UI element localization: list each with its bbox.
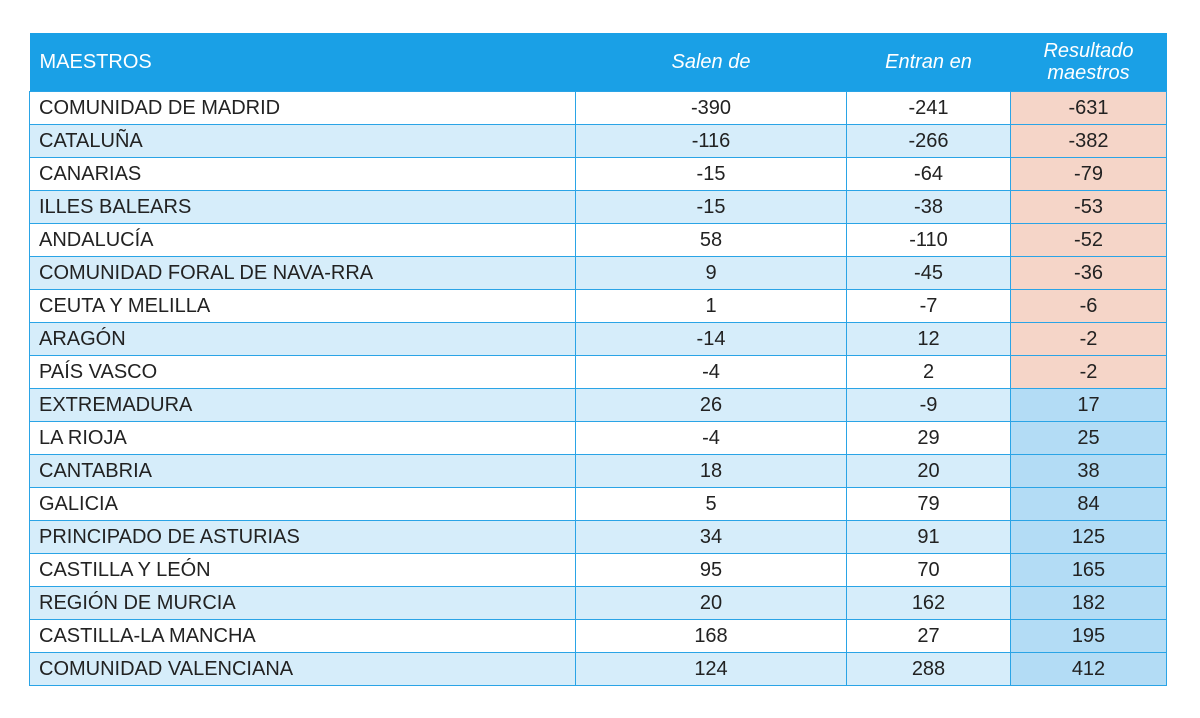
table-row: COMUNIDAD VALENCIANA 124 288 412 — [29, 652, 1167, 686]
entran-en-cell: 162 — [846, 586, 1011, 620]
table-row: ARAGÓN -14 12 -2 — [29, 322, 1167, 356]
table-row: CATALUÑA -116 -266 -382 — [29, 124, 1167, 158]
resultado-cell: 195 — [1010, 619, 1167, 653]
resultado-cell: 412 — [1010, 652, 1167, 686]
resultado-cell: -52 — [1010, 223, 1167, 257]
entran-en-cell: -64 — [846, 157, 1011, 191]
table-row: CASTILLA Y LEÓN 95 70 165 — [29, 553, 1167, 587]
resultado-cell: 17 — [1010, 388, 1167, 422]
salen-de-cell: -116 — [575, 124, 847, 158]
entran-en-cell: -110 — [846, 223, 1011, 257]
table-row: ILLES BALEARS -15 -38 -53 — [29, 190, 1167, 224]
entran-en-cell: 91 — [846, 520, 1011, 554]
resultado-cell: -79 — [1010, 157, 1167, 191]
header-resultado-maestros: Resultado maestros — [1010, 33, 1167, 92]
table-row: LA RIOJA -4 29 25 — [29, 421, 1167, 455]
table-row: PRINCIPADO DE ASTURIAS 34 91 125 — [29, 520, 1167, 554]
region-cell: ILLES BALEARS — [29, 190, 576, 224]
region-cell: ANDALUCÍA — [29, 223, 576, 257]
region-cell: PAÍS VASCO — [29, 355, 576, 389]
region-cell: CANTABRIA — [29, 454, 576, 488]
entran-en-cell: 29 — [846, 421, 1011, 455]
entran-en-cell: -241 — [846, 91, 1011, 125]
resultado-cell: -382 — [1010, 124, 1167, 158]
resultado-cell: 84 — [1010, 487, 1167, 521]
entran-en-cell: -9 — [846, 388, 1011, 422]
region-cell: COMUNIDAD FORAL DE NAVA-RRA — [29, 256, 576, 290]
table-row: COMUNIDAD FORAL DE NAVA-RRA 9 -45 -36 — [29, 256, 1167, 290]
table-row: REGIÓN DE MURCIA 20 162 182 — [29, 586, 1167, 620]
salen-de-cell: 1 — [575, 289, 847, 323]
table-row: PAÍS VASCO -4 2 -2 — [29, 355, 1167, 389]
header-salen-de: Salen de — [575, 33, 847, 92]
header-resultado-line1: Resultado — [1043, 40, 1134, 62]
resultado-cell: -36 — [1010, 256, 1167, 290]
resultado-cell: 38 — [1010, 454, 1167, 488]
entran-en-cell: -45 — [846, 256, 1011, 290]
region-cell: COMUNIDAD DE MADRID — [29, 91, 576, 125]
table-row: CANTABRIA 18 20 38 — [29, 454, 1167, 488]
salen-de-cell: -14 — [575, 322, 847, 356]
teachers-migration-table: MAESTROS Salen de Entran en Resultado ma… — [29, 33, 1167, 686]
table-row: EXTREMADURA 26 -9 17 — [29, 388, 1167, 422]
entran-en-cell: -266 — [846, 124, 1011, 158]
entran-en-cell: 70 — [846, 553, 1011, 587]
salen-de-cell: 124 — [575, 652, 847, 686]
table-header-row: MAESTROS Salen de Entran en Resultado ma… — [29, 33, 1167, 92]
region-cell: LA RIOJA — [29, 421, 576, 455]
region-cell: EXTREMADURA — [29, 388, 576, 422]
resultado-cell: -2 — [1010, 322, 1167, 356]
salen-de-cell: 20 — [575, 586, 847, 620]
salen-de-cell: -4 — [575, 355, 847, 389]
header-entran-en: Entran en — [846, 33, 1011, 92]
salen-de-cell: 95 — [575, 553, 847, 587]
resultado-cell: -2 — [1010, 355, 1167, 389]
entran-en-cell: 20 — [846, 454, 1011, 488]
region-cell: CASTILLA-LA MANCHA — [29, 619, 576, 653]
salen-de-cell: 9 — [575, 256, 847, 290]
region-cell: PRINCIPADO DE ASTURIAS — [29, 520, 576, 554]
entran-en-cell: -7 — [846, 289, 1011, 323]
resultado-cell: 165 — [1010, 553, 1167, 587]
table-row: CANARIAS -15 -64 -79 — [29, 157, 1167, 191]
table-body: COMUNIDAD DE MADRID -390 -241 -631 CATALUÑA -… — [29, 91, 1167, 686]
header-resultado-line2: maestros — [1047, 62, 1130, 84]
resultado-cell: 25 — [1010, 421, 1167, 455]
region-cell: CEUTA Y MELILLA — [29, 289, 576, 323]
table-row: COMUNIDAD DE MADRID -390 -241 -631 — [29, 91, 1167, 125]
salen-de-cell: -15 — [575, 157, 847, 191]
resultado-cell: -6 — [1010, 289, 1167, 323]
salen-de-cell: 5 — [575, 487, 847, 521]
resultado-cell: 125 — [1010, 520, 1167, 554]
salen-de-cell: -390 — [575, 91, 847, 125]
region-cell: ARAGÓN — [29, 322, 576, 356]
region-cell: GALICIA — [29, 487, 576, 521]
region-cell: COMUNIDAD VALENCIANA — [29, 652, 576, 686]
salen-de-cell: -15 — [575, 190, 847, 224]
region-cell: CATALUÑA — [29, 124, 576, 158]
table-row: CEUTA Y MELILLA 1 -7 -6 — [29, 289, 1167, 323]
salen-de-cell: 34 — [575, 520, 847, 554]
entran-en-cell: 12 — [846, 322, 1011, 356]
entran-en-cell: 27 — [846, 619, 1011, 653]
salen-de-cell: 58 — [575, 223, 847, 257]
table-row: ANDALUCÍA 58 -110 -52 — [29, 223, 1167, 257]
entran-en-cell: -38 — [846, 190, 1011, 224]
table-row: CASTILLA-LA MANCHA 168 27 195 — [29, 619, 1167, 653]
region-cell: CASTILLA Y LEÓN — [29, 553, 576, 587]
salen-de-cell: 26 — [575, 388, 847, 422]
entran-en-cell: 79 — [846, 487, 1011, 521]
region-cell: REGIÓN DE MURCIA — [29, 586, 576, 620]
table-row: GALICIA 5 79 84 — [29, 487, 1167, 521]
salen-de-cell: 168 — [575, 619, 847, 653]
region-cell: CANARIAS — [29, 157, 576, 191]
resultado-cell: 182 — [1010, 586, 1167, 620]
entran-en-cell: 288 — [846, 652, 1011, 686]
resultado-cell: -631 — [1010, 91, 1167, 125]
salen-de-cell: -4 — [575, 421, 847, 455]
entran-en-cell: 2 — [846, 355, 1011, 389]
header-maestros: MAESTROS — [29, 33, 576, 92]
salen-de-cell: 18 — [575, 454, 847, 488]
resultado-cell: -53 — [1010, 190, 1167, 224]
